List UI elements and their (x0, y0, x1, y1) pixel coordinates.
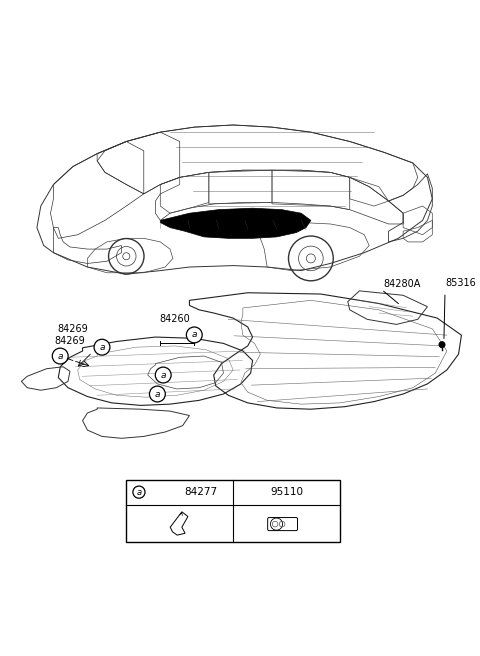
Circle shape (149, 386, 165, 402)
Text: 84280A: 84280A (384, 279, 421, 289)
Text: a: a (136, 487, 142, 497)
Text: 95110: 95110 (270, 487, 303, 497)
Circle shape (155, 367, 171, 383)
Bar (126, 480, 340, 543)
Text: a: a (192, 331, 197, 339)
Text: 84269: 84269 (55, 336, 85, 346)
Text: a: a (155, 390, 160, 398)
Circle shape (439, 342, 445, 348)
Text: a: a (160, 371, 166, 380)
Text: 84269: 84269 (57, 323, 88, 334)
Circle shape (52, 348, 68, 364)
Text: 84260: 84260 (159, 314, 190, 323)
Text: a: a (99, 342, 105, 352)
Text: 84277: 84277 (184, 487, 217, 497)
Circle shape (186, 327, 202, 343)
Text: 85316: 85316 (445, 277, 476, 288)
Circle shape (133, 486, 145, 498)
Circle shape (94, 339, 110, 355)
Text: a: a (58, 352, 63, 361)
Polygon shape (160, 208, 311, 238)
